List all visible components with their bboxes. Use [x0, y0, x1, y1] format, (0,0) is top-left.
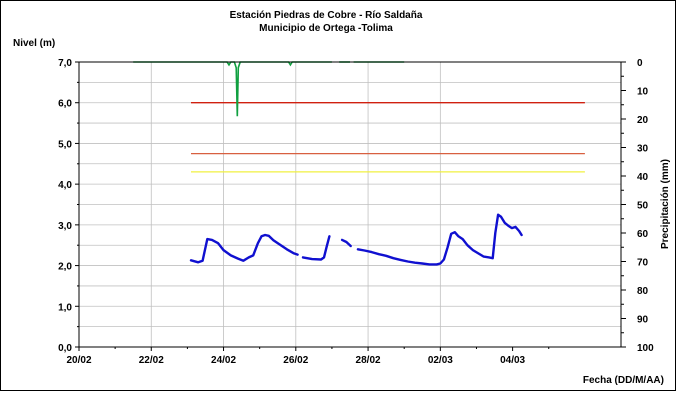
y2-tick-label: 10	[637, 87, 649, 98]
chart-title: Estación Piedras de Cobre - Río Saldaña	[230, 10, 423, 21]
y2-tick-label: 70	[637, 258, 649, 269]
y2-tick-label: 40	[637, 172, 649, 183]
y-tick-label: 6,0	[58, 99, 72, 110]
y-tick-label: 0,0	[58, 343, 72, 354]
y2-tick-label: 0	[637, 58, 643, 69]
precipitation-line	[133, 62, 332, 116]
y-tick-label: 7,0	[58, 58, 72, 69]
x-tick-label: 04/03	[500, 355, 525, 366]
x-tick-label: 28/02	[356, 355, 381, 366]
gridlines	[79, 62, 621, 347]
x-tick-label: 02/03	[428, 355, 453, 366]
x-tick-label: 26/02	[283, 355, 308, 366]
level-line	[303, 236, 329, 259]
y-axis-label: Nivel (m)	[13, 38, 55, 49]
x-tick-label: 20/02	[66, 355, 91, 366]
x-tick-label: 24/02	[211, 355, 236, 366]
y-tick-label: 2,0	[58, 262, 72, 273]
y-tick-label: 3,0	[58, 221, 72, 232]
y2-tick-label: 80	[637, 286, 649, 297]
y2-tick-label: 30	[637, 144, 649, 155]
chart-marks	[133, 62, 585, 264]
y2-tick-label: 60	[637, 229, 649, 240]
y2-axis-label: Precipitación (mm)	[660, 159, 671, 249]
axes: 0,0 1,0 2,0 3,0 4,0 5,0 6,0 7,0 0 10 20 30 40 50 60 70 8…	[58, 58, 654, 366]
x-axis-label: Fecha (DD/M/AA)	[583, 375, 664, 386]
level-line	[358, 215, 522, 265]
y-tick-label: 5,0	[58, 139, 72, 150]
y2-tick-label: 50	[637, 201, 649, 212]
level-line	[191, 235, 298, 262]
y2-tick-label: 90	[637, 315, 649, 326]
y-tick-label: 1,0	[58, 302, 72, 313]
y-tick-label: 4,0	[58, 180, 72, 191]
y2-tick-label: 20	[637, 115, 649, 126]
x-tick-label: 22/02	[139, 355, 164, 366]
chart-subtitle: Municipio de Ortega -Tolima	[259, 23, 393, 34]
y2-tick-label: 100	[637, 343, 654, 354]
